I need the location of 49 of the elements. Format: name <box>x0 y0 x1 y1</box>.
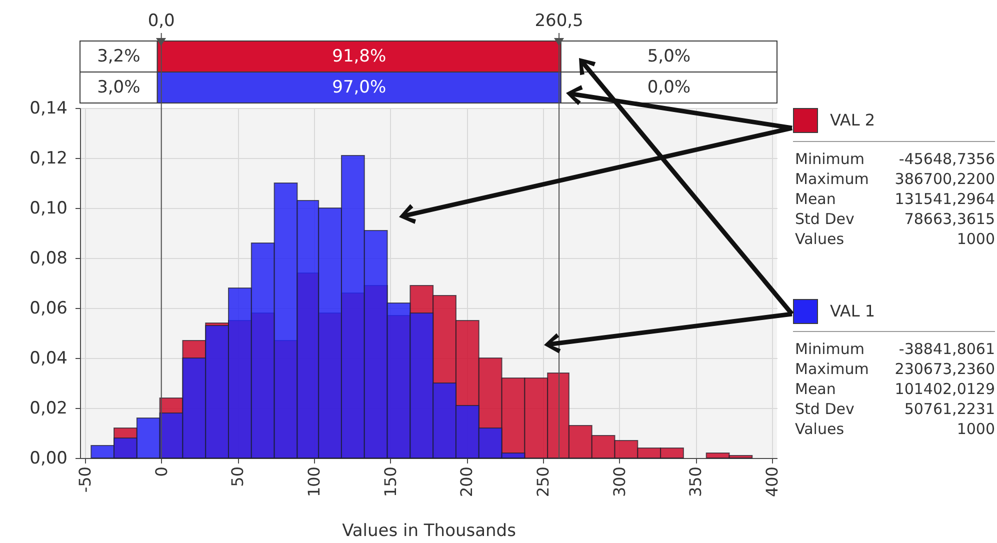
x-tick-label: 100 <box>304 466 324 498</box>
text: 1000 <box>956 229 995 249</box>
annotation: 3,2% <box>97 46 140 66</box>
y-tick-label: 0,06 <box>30 298 68 318</box>
annotation: 97,0% <box>332 78 386 98</box>
annotation: 91,8% <box>332 46 386 66</box>
text: 386700,2200 <box>894 169 995 189</box>
annotation: 3,0% <box>97 78 140 98</box>
x-tick-label: 200 <box>457 466 476 498</box>
text: Std Dev <box>795 209 854 229</box>
annotation: 5,0% <box>647 46 691 66</box>
text: Mean <box>795 379 836 399</box>
x-tick-label: 400 <box>762 466 782 498</box>
text: 1000 <box>956 419 995 439</box>
x-tick-label: 300 <box>610 466 629 498</box>
x-tick-label: 350 <box>686 466 706 498</box>
text: Maximum <box>795 169 869 189</box>
x-tick-label: -50 <box>76 466 94 493</box>
x-tick-label: 150 <box>380 466 400 498</box>
y-tick-label: 0,08 <box>30 248 68 268</box>
ref-line-label: 0,0 <box>148 11 175 31</box>
text: Mean <box>795 189 836 209</box>
text: Minimum <box>795 149 865 169</box>
text: Std Dev <box>795 399 854 419</box>
y-tick-label: 0,00 <box>30 448 68 468</box>
y-tick-label: 0,12 <box>30 148 68 168</box>
ref-line-label: 260,5 <box>534 11 584 31</box>
text: 101402,0129 <box>894 379 995 399</box>
y-tick-label: 0,04 <box>30 348 68 368</box>
text: Minimum <box>795 339 865 359</box>
x-tick-label: 250 <box>534 466 552 498</box>
x-axis-title: Values in Thousands <box>342 521 516 542</box>
x-tick-label: 0 <box>152 466 171 477</box>
text: Values <box>795 229 844 249</box>
text: Values <box>795 419 844 439</box>
text: 50761,2231 <box>904 399 995 419</box>
text: Maximum <box>795 359 869 379</box>
y-tick-label: 0,02 <box>30 398 68 418</box>
x-tick-label: 50 <box>228 466 248 487</box>
text: 230673,2360 <box>894 359 995 379</box>
y-tick-label: 0,14 <box>30 98 68 118</box>
text: 131541,2964 <box>894 189 995 209</box>
text: 78663,3615 <box>904 209 995 229</box>
text: -38841,8061 <box>898 339 995 359</box>
y-tick-label: 0,10 <box>30 198 68 218</box>
annotation: 0,0% <box>647 78 691 98</box>
legend-label: VAL 1 <box>830 302 876 320</box>
legend-label: VAL 2 <box>830 110 876 130</box>
text: -45648,7356 <box>898 149 995 169</box>
